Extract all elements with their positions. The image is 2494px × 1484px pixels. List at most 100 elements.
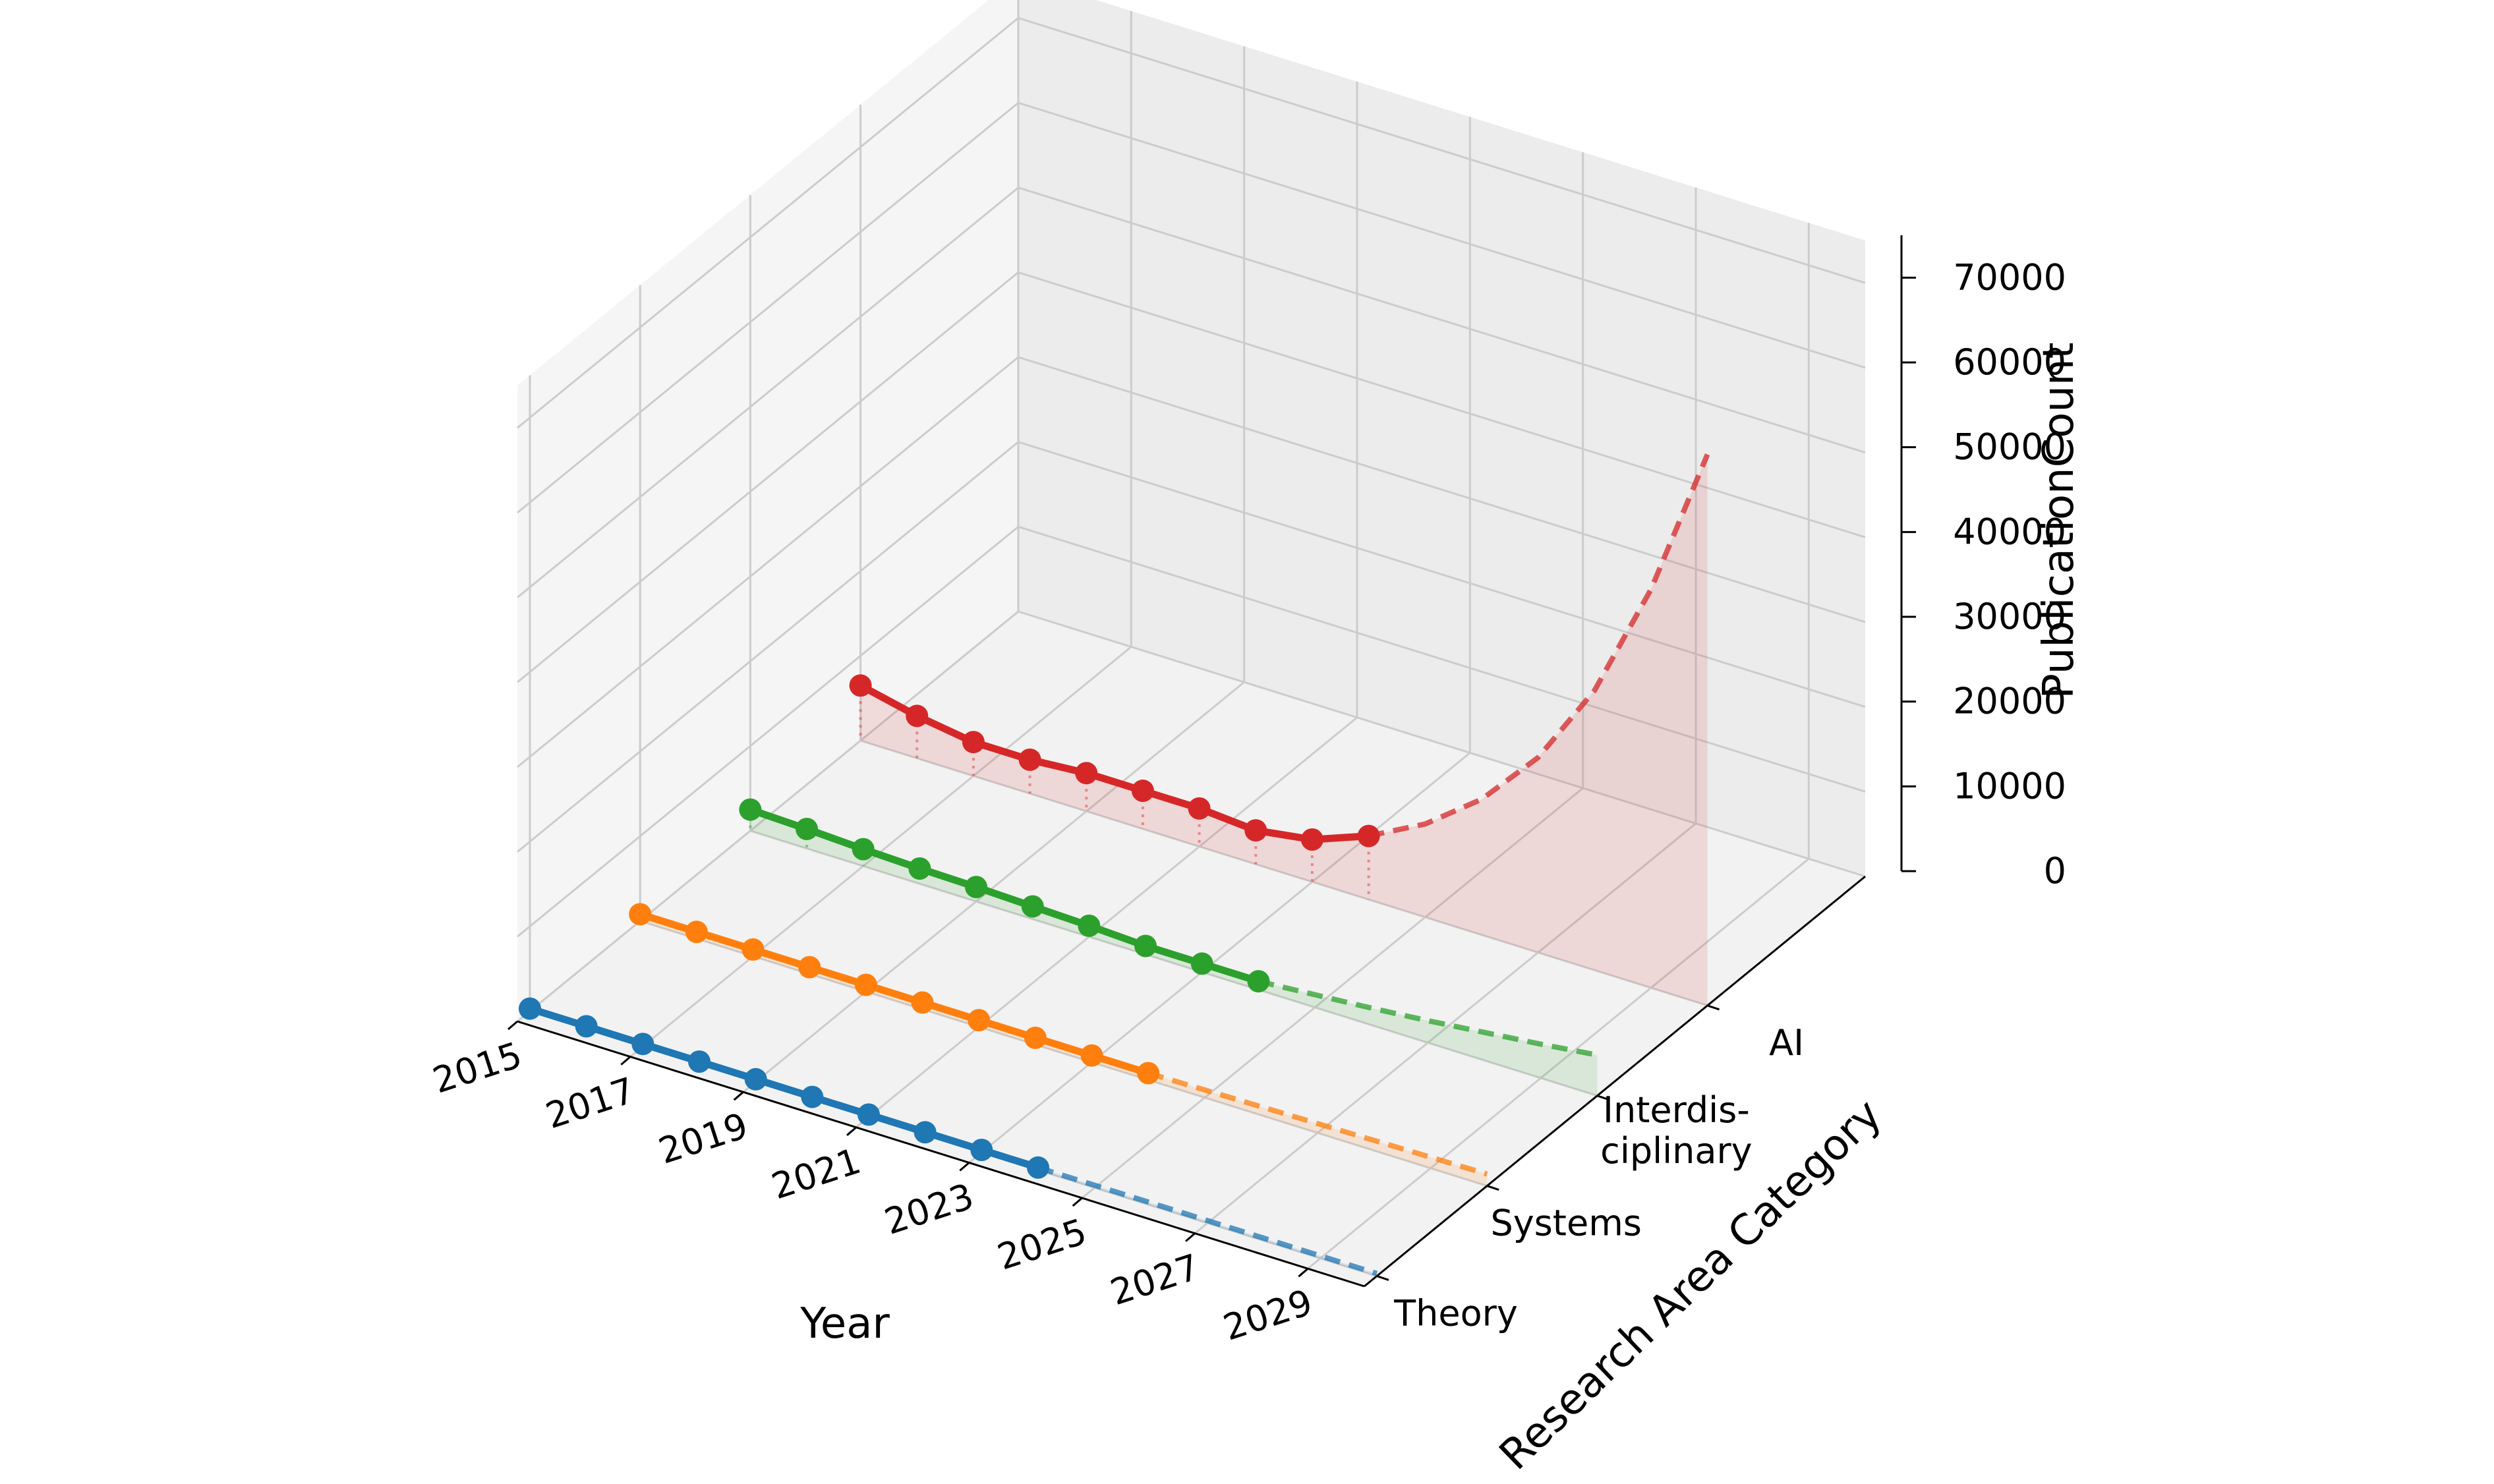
x-tick-mark — [1072, 1197, 1083, 1207]
z-tick-label: 40000 — [1953, 511, 2066, 552]
y-tick-mark — [1596, 1095, 1610, 1101]
data-point — [739, 798, 762, 821]
data-point — [962, 731, 985, 754]
axis-panes — [517, 0, 1865, 1286]
data-point — [1188, 797, 1211, 820]
data-point — [914, 1121, 937, 1144]
z-tick-label: 70000 — [1953, 256, 2066, 298]
x-tick-mark — [1298, 1268, 1309, 1278]
data-point — [1027, 1156, 1049, 1179]
series-markers — [519, 674, 1380, 1179]
data-point — [911, 991, 934, 1014]
x-tick-label: 2029 — [1219, 1281, 1318, 1348]
data-point — [906, 704, 929, 728]
data-point — [857, 1103, 880, 1126]
series-fill-3 — [750, 809, 1598, 1096]
back-pane — [1018, 0, 1865, 876]
data-point — [1190, 952, 1213, 975]
axis-lines — [508, 235, 1916, 1288]
series-line-1 — [529, 1005, 1039, 1172]
y-tick-label: Interdis-ciplinary — [1600, 1089, 1752, 1172]
data-point — [685, 921, 708, 944]
y-axis-line — [1364, 875, 1866, 1288]
data-point — [798, 956, 821, 979]
forecast-line-3 — [1258, 979, 1598, 1058]
x-tick-mark — [959, 1162, 970, 1172]
y-tick-mark — [1707, 1004, 1720, 1011]
series-line-3 — [749, 806, 1260, 985]
z-gridline — [517, 610, 1866, 1023]
data-point — [1075, 762, 1098, 785]
data-point — [1131, 780, 1154, 803]
data-point — [852, 838, 875, 861]
x-tick-label: 2019 — [654, 1104, 753, 1172]
series-line-4 — [858, 682, 1369, 843]
data-point — [908, 857, 931, 880]
z-gridline — [517, 16, 1866, 429]
data-point — [688, 1050, 710, 1073]
z-gridline — [517, 186, 1866, 598]
data-point — [744, 1068, 767, 1091]
x-tick-mark — [1185, 1232, 1196, 1242]
x-tick-mark — [846, 1126, 857, 1136]
x-tick-mark — [733, 1091, 744, 1101]
forecast-line-1 — [1037, 1164, 1378, 1276]
data-point — [849, 674, 872, 697]
data-point — [519, 997, 541, 1020]
y-tick-label: AI — [1769, 1022, 1804, 1064]
z-gridline — [517, 271, 1866, 683]
series-lines — [529, 682, 1369, 1172]
data-point — [575, 1015, 598, 1038]
z-gridline — [517, 101, 1866, 514]
x-tick-label: 2023 — [880, 1176, 979, 1243]
x-tick-label: 2027 — [1105, 1246, 1204, 1313]
forecast-line-4 — [1368, 453, 1710, 839]
data-point — [968, 1009, 991, 1032]
floor-pane — [517, 612, 1865, 1286]
data-point — [629, 903, 652, 926]
data-point — [1134, 934, 1157, 957]
data-point — [1080, 1044, 1103, 1067]
series-fill-4 — [860, 454, 1708, 1006]
data-point — [1137, 1062, 1160, 1085]
forecast-line-2 — [1147, 1070, 1488, 1177]
x-tick-label: 2015 — [428, 1034, 527, 1101]
series-line-2 — [639, 911, 1149, 1077]
z-tick-label: 0 — [2044, 850, 2066, 892]
z-axis-title: PublicationCount — [2035, 342, 2083, 699]
data-point — [801, 1085, 824, 1108]
data-point — [1078, 914, 1101, 937]
y-tick-label: Systems — [1490, 1203, 1642, 1244]
side-pane — [517, 0, 1018, 1021]
x-tick-label: 2017 — [541, 1070, 640, 1137]
y-tick-label: Theory — [1393, 1292, 1518, 1334]
data-point — [965, 876, 988, 899]
y-tick-mark — [1486, 1185, 1499, 1191]
data-point — [970, 1138, 993, 1161]
data-point — [1244, 819, 1267, 842]
x-tick-label: 2021 — [767, 1140, 865, 1207]
data-point — [1024, 1026, 1047, 1049]
data-point — [1247, 970, 1270, 993]
z-tick-label: 50000 — [1953, 426, 2066, 468]
z-gridline — [517, 356, 1866, 768]
z-tick-label: 10000 — [1953, 765, 2066, 807]
z-tick-label: 60000 — [1953, 341, 2066, 383]
x-axis-title: Year — [799, 1299, 890, 1348]
x-axis-line — [517, 1020, 1365, 1288]
data-point — [854, 973, 877, 996]
y-tick-mark — [1376, 1275, 1389, 1281]
z-tick-label: 20000 — [1953, 681, 2066, 722]
x-tick-label: 2025 — [993, 1211, 1091, 1278]
data-point — [1018, 748, 1041, 771]
data-point — [1021, 895, 1044, 918]
data-point — [741, 938, 765, 961]
series-forecasts — [1037, 453, 1710, 1276]
z-tick-label: 30000 — [1953, 596, 2066, 637]
z-gridline — [517, 441, 1866, 853]
data-point — [631, 1033, 654, 1056]
data-point — [1300, 828, 1323, 851]
data-point — [1357, 824, 1380, 847]
x-tick-mark — [620, 1056, 631, 1066]
